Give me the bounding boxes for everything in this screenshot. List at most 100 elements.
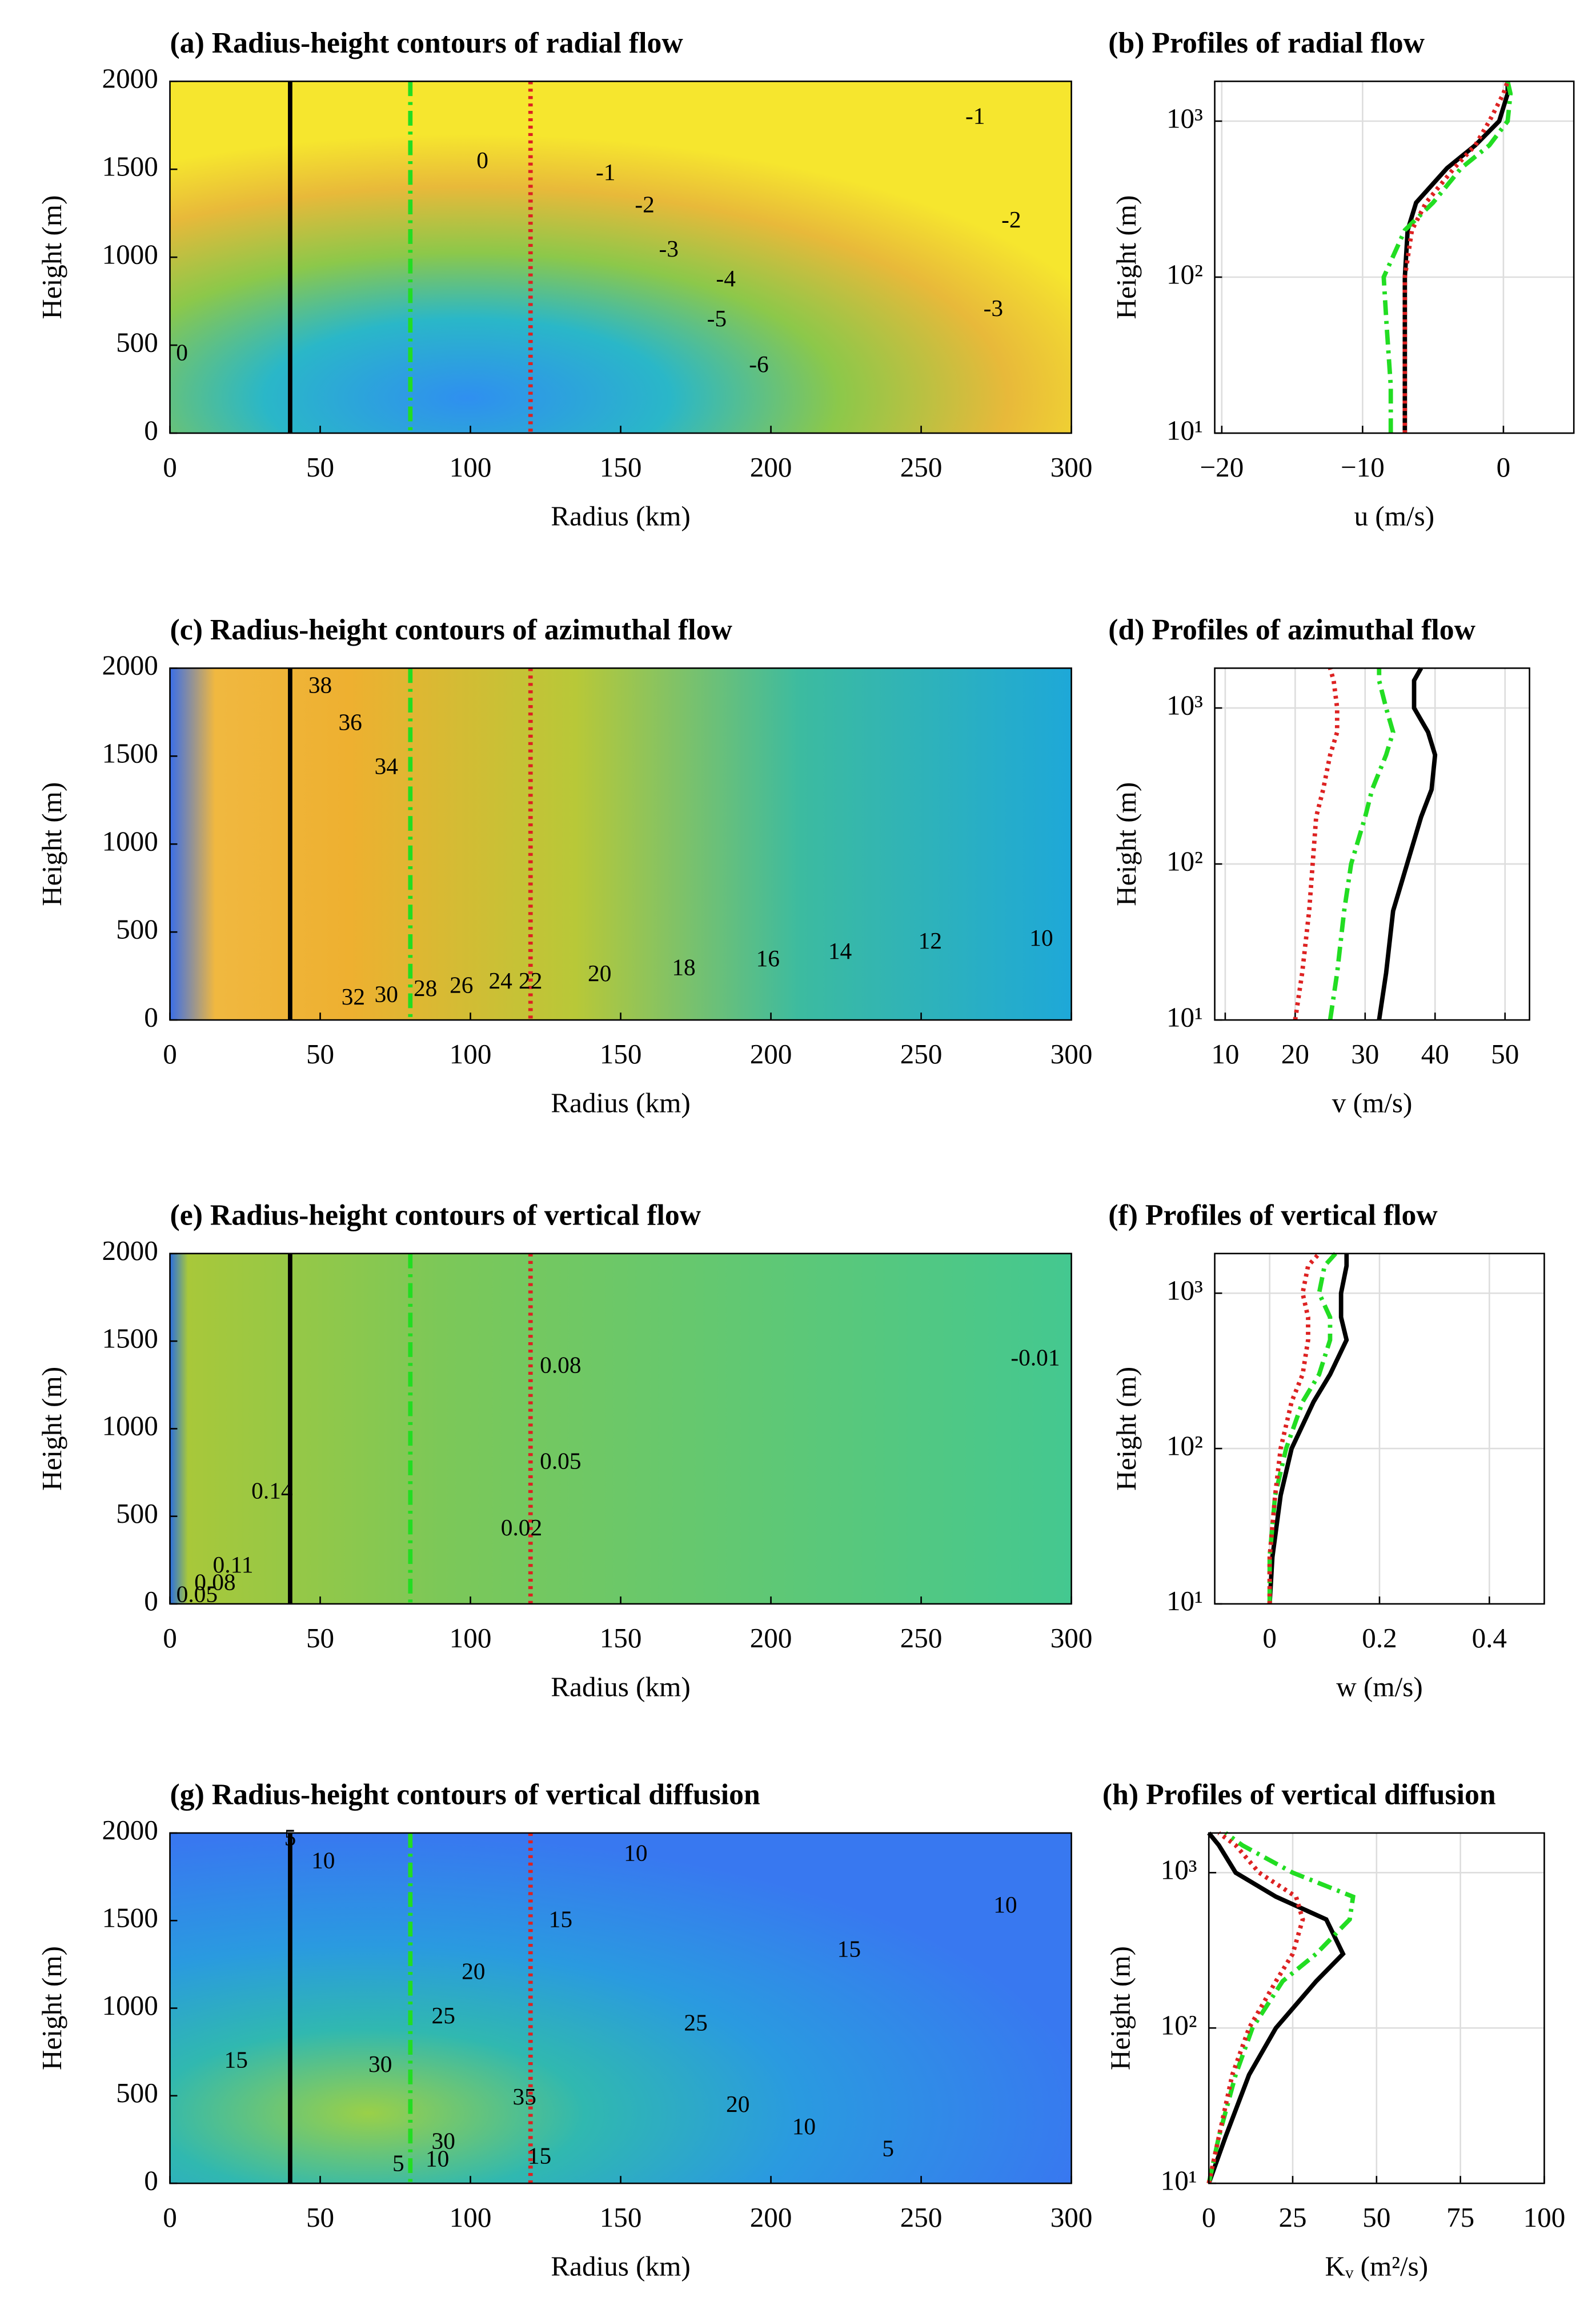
contour-label: 12 xyxy=(919,927,942,954)
x-tick-label: 0 xyxy=(1262,1622,1277,1654)
y-tick-label: 1500 xyxy=(102,1902,158,1934)
contour-label: 5 xyxy=(882,2135,894,2162)
contour-label: 10 xyxy=(426,2146,449,2172)
contour-label: 30 xyxy=(375,981,398,1007)
y-axis-label: Height (m) xyxy=(36,782,67,906)
profile-line xyxy=(1267,1252,1337,1604)
x-tick-label: 250 xyxy=(900,2202,943,2233)
y-tick-label: 10¹ xyxy=(1166,1001,1203,1033)
contour-label: 20 xyxy=(726,2091,749,2117)
contour-label: 0.02 xyxy=(501,1514,542,1540)
y-axis-label: Height (m) xyxy=(1110,1367,1142,1491)
x-tick-label: 300 xyxy=(1050,2202,1093,2233)
panel: (b) Profiles of radial flow u (m/s) Height… xyxy=(1108,27,1575,531)
panel-title: (a) Radius-height contours of radial flo… xyxy=(170,27,684,59)
profile-line xyxy=(1293,667,1340,1021)
y-tick-label: 500 xyxy=(116,326,158,358)
x-tick-label: 150 xyxy=(600,1622,642,1654)
x-axis-label: Radius (km) xyxy=(551,1087,690,1118)
x-tick-label: 30 xyxy=(1351,1038,1379,1070)
x-tick-label: 150 xyxy=(600,1038,642,1070)
contour-label: 15 xyxy=(224,2046,248,2072)
contour-label: 10 xyxy=(1029,925,1053,951)
x-axis-label: u (m/s) xyxy=(1354,500,1435,531)
axes-frame xyxy=(1214,667,1530,1021)
y-tick-label: 10³ xyxy=(1161,1854,1197,1886)
contour-label: 0.14 xyxy=(251,1477,293,1503)
y-tick-label: 1000 xyxy=(102,238,158,270)
x-tick-label: 0 xyxy=(163,451,177,483)
x-tick-label: 250 xyxy=(900,1038,943,1070)
contour-label: 32 xyxy=(342,983,365,1010)
profile-line xyxy=(1381,81,1513,434)
x-tick-label: 50 xyxy=(306,1038,334,1070)
contour-label: 30 xyxy=(368,2051,392,2077)
contour-label: -6 xyxy=(749,351,768,377)
contour-label: 30 xyxy=(432,2128,455,2154)
x-tick-label: 0.2 xyxy=(1362,1622,1397,1654)
contour-label: 15 xyxy=(837,1935,861,1962)
axes-frame xyxy=(1214,81,1575,434)
contour-label: -3 xyxy=(984,295,1003,321)
contour-label: 0 xyxy=(476,147,488,173)
x-tick-label: 200 xyxy=(750,2202,792,2233)
contour-label: 24 xyxy=(488,967,512,994)
x-tick-label: 200 xyxy=(750,1038,792,1070)
contour-label: 0.11 xyxy=(213,1551,254,1578)
x-tick-label: 0.4 xyxy=(1472,1622,1507,1654)
axes-frame xyxy=(169,667,1072,1021)
x-tick-label: 100 xyxy=(450,1622,492,1654)
contour-label: 5 xyxy=(392,2150,404,2176)
contour-label: 15 xyxy=(528,2143,551,2169)
contour-label: -5 xyxy=(707,305,727,331)
profile-line xyxy=(1206,1831,1346,2184)
panel-title: (g) Radius-height contours of vertical d… xyxy=(170,1779,760,1811)
x-tick-label: 75 xyxy=(1446,2202,1474,2233)
x-tick-label: 0 xyxy=(163,1622,177,1654)
y-tick-label: 1500 xyxy=(102,151,158,182)
x-tick-label: 0 xyxy=(163,2202,177,2233)
x-tick-label: 0 xyxy=(1202,2202,1216,2233)
x-axis-label: Radius (km) xyxy=(551,2250,690,2282)
axes-frame xyxy=(1208,1832,1545,2184)
x-tick-label: 25 xyxy=(1278,2202,1306,2233)
y-tick-label: 500 xyxy=(116,2077,158,2108)
contour-label: 36 xyxy=(338,709,362,735)
x-tick-label: 50 xyxy=(306,1622,334,1654)
contour-label: -4 xyxy=(716,265,736,291)
y-tick-label: 500 xyxy=(116,1498,158,1529)
y-axis-label: Height (m) xyxy=(36,1367,67,1491)
x-tick-label: 100 xyxy=(450,1038,492,1070)
y-tick-label: 0 xyxy=(144,1585,158,1616)
profile-line xyxy=(1402,81,1510,434)
y-tick-label: 10² xyxy=(1166,258,1203,290)
profile-line xyxy=(1328,668,1396,1021)
x-tick-label: 50 xyxy=(1491,1038,1519,1070)
x-axis-label: Radius (km) xyxy=(551,1671,690,1702)
contour-label: 35 xyxy=(513,2083,536,2110)
contour-label: -1 xyxy=(596,159,615,185)
contour-label: 16 xyxy=(756,945,780,971)
panel-title: (d) Profiles of azimuthal flow xyxy=(1108,614,1475,646)
contour-label: 0 xyxy=(176,339,188,366)
profile-line xyxy=(1267,1253,1349,1604)
axes-frame xyxy=(169,1832,1072,2184)
y-tick-label: 10¹ xyxy=(1166,414,1203,446)
x-tick-label: 10 xyxy=(1211,1038,1239,1070)
panel: (g) Radius-height contours of vertical d… xyxy=(36,1779,1092,2282)
y-tick-label: 10³ xyxy=(1166,102,1203,134)
y-tick-label: 10² xyxy=(1161,2009,1197,2040)
y-tick-label: 0 xyxy=(144,2164,158,2196)
contour-label: 10 xyxy=(993,1891,1017,1918)
x-tick-label: 100 xyxy=(450,451,492,483)
x-axis-label: Radius (km) xyxy=(551,500,690,531)
contour-label: 0.08 xyxy=(540,1352,581,1378)
x-tick-label: 200 xyxy=(750,451,792,483)
profile-line xyxy=(1377,667,1438,1021)
y-tick-label: 0 xyxy=(144,1001,158,1033)
axes-frame xyxy=(169,1252,1072,1605)
y-tick-label: 1000 xyxy=(102,1990,158,2021)
x-tick-label: 100 xyxy=(450,2202,492,2233)
contour-label: -0.01 xyxy=(1010,1344,1060,1371)
